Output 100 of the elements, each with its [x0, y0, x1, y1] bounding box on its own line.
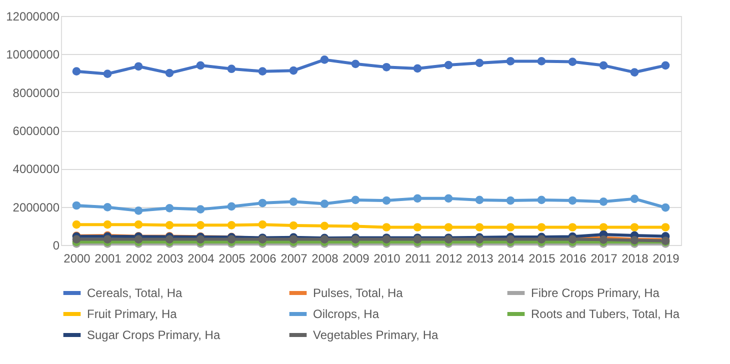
x-tick-label: 2013 — [466, 252, 494, 266]
x-tick-label: 2016 — [560, 252, 587, 266]
point — [258, 220, 267, 229]
x-tick-label: 2007 — [280, 252, 308, 266]
point — [72, 67, 81, 76]
point — [320, 56, 329, 64]
point — [258, 198, 267, 208]
x-tick-label: 2008 — [312, 252, 339, 266]
point — [165, 68, 174, 78]
point — [103, 235, 112, 244]
point — [506, 57, 515, 66]
point — [134, 206, 143, 215]
point — [444, 223, 453, 232]
point — [661, 223, 670, 232]
point — [537, 196, 546, 204]
point — [72, 235, 81, 244]
y-tick-label: 6000000 — [12, 124, 60, 138]
x-tick-label: 2014 — [498, 252, 525, 266]
point — [506, 196, 515, 205]
legend-label: Oilcrops, Ha — [313, 307, 380, 321]
point — [599, 198, 608, 206]
point — [568, 196, 577, 205]
point — [568, 58, 577, 66]
point — [72, 220, 81, 229]
point — [661, 61, 670, 70]
legend-label: Vegetables Primary, Ha — [313, 328, 438, 342]
x-tick-label: 2011 — [405, 252, 432, 266]
legend-label: Roots and Tubers, Total, Ha — [531, 307, 680, 321]
point — [227, 220, 236, 230]
point — [103, 220, 112, 229]
point — [413, 64, 422, 73]
point — [661, 203, 670, 212]
point — [196, 235, 205, 244]
point — [165, 235, 174, 244]
x-tick-label: 2012 — [436, 252, 463, 266]
x-tick-label: 2009 — [342, 252, 370, 266]
point — [630, 223, 639, 232]
x-tick-label: 2017 — [590, 252, 618, 266]
y-tick-label: 8000000 — [12, 86, 60, 100]
x-tick-label: 2015 — [528, 252, 556, 266]
point — [537, 223, 546, 232]
y-tick-label: 10000000 — [6, 48, 60, 62]
point — [134, 62, 143, 71]
point — [289, 66, 298, 75]
point — [599, 61, 608, 70]
point — [196, 61, 205, 70]
x-tick-label: 2010 — [374, 252, 401, 266]
legend-label: Pulses, Total, Ha — [313, 286, 404, 300]
point — [103, 203, 112, 212]
point — [289, 198, 298, 206]
point — [537, 57, 546, 66]
point — [475, 196, 484, 204]
point — [134, 235, 143, 244]
point — [320, 200, 329, 208]
point — [413, 223, 422, 232]
x-tick-label: 2019 — [652, 252, 680, 266]
x-tick-label: 2000 — [64, 252, 91, 266]
point — [568, 223, 577, 232]
point — [382, 62, 391, 72]
point — [382, 196, 391, 205]
point — [103, 70, 112, 78]
legend-label: Fruit Primary, Ha — [87, 307, 178, 321]
y-tick-label: 2000000 — [12, 200, 60, 214]
point — [413, 194, 422, 203]
x-tick-label: 2001 — [94, 252, 122, 266]
point — [134, 220, 143, 229]
point — [475, 223, 484, 232]
point — [444, 60, 453, 70]
x-tick-label: 2003 — [156, 252, 184, 266]
x-tick-label: 2018 — [622, 252, 649, 266]
point — [444, 194, 453, 203]
point — [351, 60, 360, 68]
y-tick-label: 12000000 — [6, 10, 60, 24]
point — [630, 68, 639, 76]
point — [196, 220, 205, 230]
point — [165, 220, 174, 230]
y-tick-label: 4000000 — [12, 162, 60, 176]
point — [258, 67, 267, 76]
point — [475, 58, 484, 68]
y-tick-label: 0 — [52, 238, 60, 252]
x-tick-label: 2002 — [126, 252, 153, 266]
point — [506, 223, 515, 232]
point — [289, 221, 298, 230]
point — [351, 222, 360, 230]
legend-label: Sugar Crops Primary, Ha — [87, 328, 220, 342]
point — [630, 194, 639, 203]
point — [599, 223, 608, 232]
point — [351, 196, 360, 204]
point — [196, 205, 205, 214]
x-tick-label: 2005 — [218, 252, 246, 266]
point — [227, 202, 236, 211]
point — [227, 64, 236, 74]
point — [72, 201, 81, 210]
legend-label: Cereals, Total, Ha — [87, 286, 182, 300]
x-tick-label: 2004 — [188, 252, 215, 266]
x-tick-label: 2006 — [250, 252, 277, 266]
point — [320, 222, 329, 230]
point — [382, 223, 391, 232]
point — [165, 204, 174, 212]
legend-label: Fibre Crops Primary, Ha — [531, 286, 660, 300]
